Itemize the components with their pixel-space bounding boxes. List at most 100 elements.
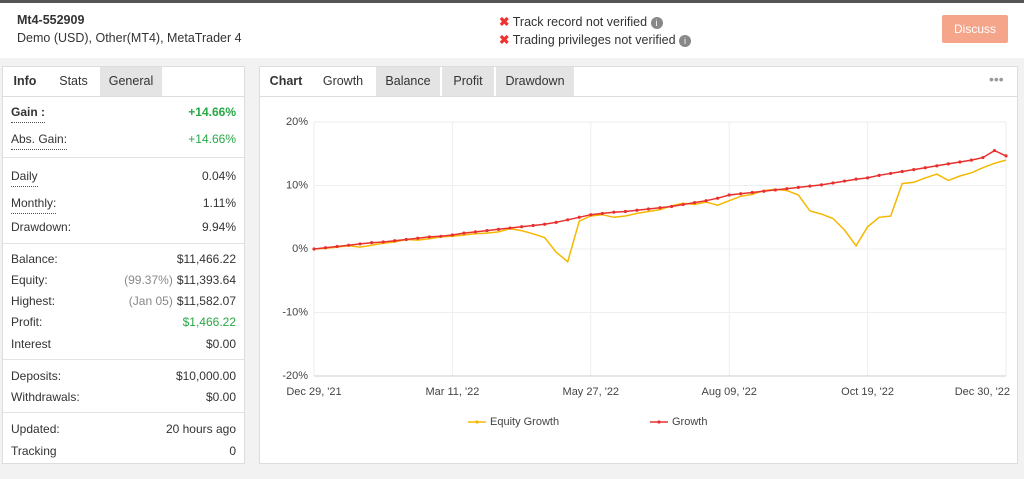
stat-value: $0.00 xyxy=(205,337,236,351)
y-tick-label: -20% xyxy=(282,370,308,382)
stat-label: Tracking xyxy=(11,444,57,458)
account-details: Demo (USD), Other(MT4), MetaTrader 4 xyxy=(17,31,242,45)
stat-label: Daily xyxy=(11,166,38,187)
point xyxy=(600,211,604,216)
stat-label: Gain : xyxy=(11,102,46,123)
stat-label: Highest: xyxy=(11,294,56,308)
chart: -20% -10% 0% 10% 20% Dec 29, '21 Mar 11, '22 Ma… xyxy=(282,116,1010,428)
tab[interactable]: Growth xyxy=(312,67,374,97)
point xyxy=(750,190,754,195)
point xyxy=(566,218,570,222)
x-tick-label: Aug 09, '22 xyxy=(702,386,757,398)
stat-label: Withdrawals: xyxy=(11,390,80,404)
point xyxy=(669,204,674,209)
tab[interactable]: Stats xyxy=(47,67,100,97)
point xyxy=(520,225,524,229)
stat-value: 0.04% xyxy=(201,169,236,183)
tab[interactable]: General xyxy=(100,67,162,96)
stat-row: Drawdown: 9.94% xyxy=(11,217,236,237)
x-tick-label: Dec 30, '22 xyxy=(955,386,1010,398)
point xyxy=(796,185,801,190)
stat-row: Tracking 0 xyxy=(11,441,236,461)
point xyxy=(508,226,512,230)
stat-label: Monthly: xyxy=(11,193,57,214)
stat-row: Abs. Gain: +14.66% xyxy=(11,129,236,150)
stat-label: Profit: xyxy=(11,315,43,329)
stat-value: $11,466.22 xyxy=(176,252,236,266)
point xyxy=(889,171,893,176)
legend-label: Growth xyxy=(672,416,707,428)
tab[interactable]: Chart xyxy=(269,74,303,88)
point xyxy=(912,168,916,172)
point xyxy=(923,166,927,170)
stat-row: Balance: $11,466.22 xyxy=(11,249,236,269)
point xyxy=(981,155,985,160)
point xyxy=(877,173,881,177)
point xyxy=(370,241,374,245)
stat-row: Monthly: 1.11% xyxy=(11,193,236,214)
series-line xyxy=(313,149,1007,250)
tab[interactable]: Drawdown xyxy=(496,67,574,96)
point xyxy=(854,177,858,181)
point xyxy=(808,184,812,188)
point xyxy=(693,201,697,205)
stat-label: Drawdown: xyxy=(11,220,72,234)
point xyxy=(831,181,835,185)
stat-row: Gain : +14.66% xyxy=(11,102,236,123)
point xyxy=(969,158,974,162)
stat-value: +14.66% xyxy=(188,132,236,146)
x-tick-label: May 27, '22 xyxy=(563,386,620,398)
point xyxy=(1004,154,1008,158)
stats-panel: Info Stats General Gain : +14.66% Abs. Ga… xyxy=(2,66,245,464)
point xyxy=(416,236,420,240)
stat-row: Interest $0.00 xyxy=(11,334,236,354)
point xyxy=(381,240,385,244)
legend-marker xyxy=(657,420,661,424)
point xyxy=(646,207,651,211)
point xyxy=(716,196,720,200)
tab[interactable]: Info xyxy=(13,74,37,88)
point xyxy=(992,148,997,153)
stat-value: 9.94% xyxy=(201,220,236,234)
point xyxy=(404,237,408,242)
tab[interactable]: Balance xyxy=(376,67,440,96)
stat-label: Deposits: xyxy=(11,369,62,383)
point xyxy=(785,187,789,191)
x-tick-label: Mar 11, '22 xyxy=(425,386,479,398)
point xyxy=(842,179,847,183)
stat-row: Highest: (Jan 05) $11,582.07 xyxy=(11,291,236,311)
point xyxy=(704,199,708,203)
point xyxy=(577,215,581,219)
legend-label: Equity Growth xyxy=(490,416,559,428)
point xyxy=(543,222,547,226)
warning-text: Track record not verified xyxy=(512,15,648,29)
stat-label: Interest xyxy=(11,337,52,351)
point xyxy=(462,231,466,235)
point xyxy=(739,192,743,196)
stat-value: 1.11% xyxy=(202,196,236,210)
y-tick-label: 10% xyxy=(286,179,308,191)
stat-row: Updated: 20 hours ago xyxy=(11,419,236,439)
account-name: Mt4-552909 xyxy=(17,13,85,27)
stat-label: Updated: xyxy=(11,422,60,436)
tab[interactable]: Profit xyxy=(442,67,494,96)
discuss-button[interactable]: Discuss xyxy=(942,15,1008,43)
point xyxy=(531,223,535,228)
y-tick-label: 0% xyxy=(292,243,308,255)
point xyxy=(473,230,478,234)
stat-note: (99.37%) xyxy=(124,273,173,287)
stat-label: Abs. Gain: xyxy=(11,129,68,150)
menu-button[interactable]: ••• xyxy=(989,71,1004,87)
y-tick-label: -10% xyxy=(282,306,308,318)
point xyxy=(866,176,870,180)
point xyxy=(958,160,962,164)
stat-value: 0 xyxy=(229,444,236,458)
stat-value: $10,000.00 xyxy=(175,369,236,383)
warning-text: Trading privileges not verified xyxy=(512,33,676,47)
header: Mt4-552909 Demo (USD), Other(MT4), MetaT… xyxy=(0,0,1024,58)
point xyxy=(819,183,824,187)
point xyxy=(762,189,766,193)
stat-value: $1,466.22 xyxy=(182,315,236,329)
chart-panel: Chart Growth Balance Profit Drawdown •••… xyxy=(259,66,1018,464)
